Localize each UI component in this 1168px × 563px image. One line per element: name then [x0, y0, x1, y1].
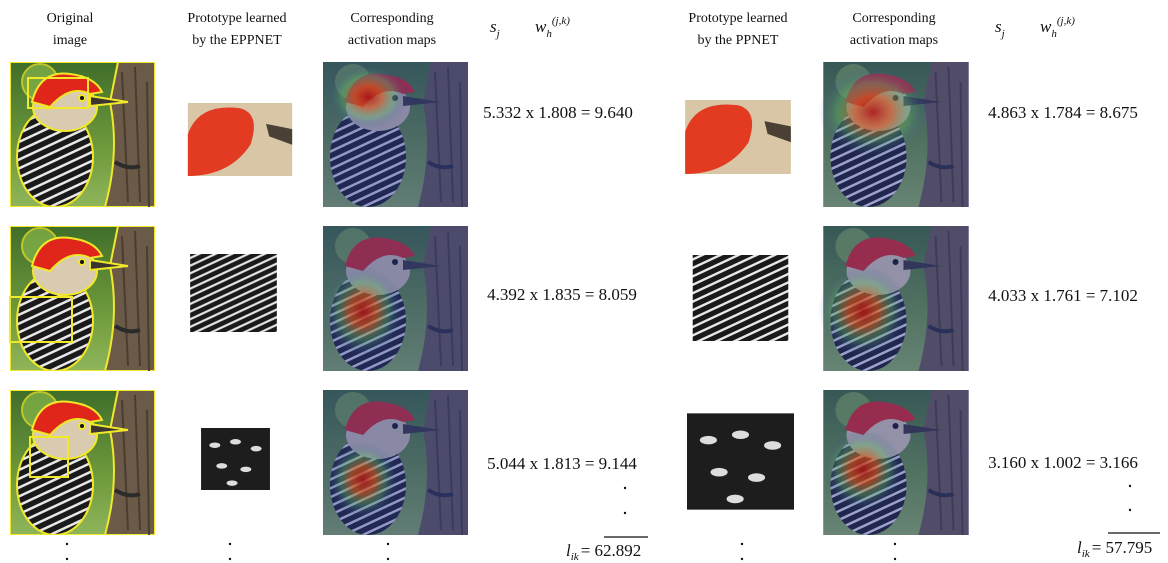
score-equation: 5.044 x 1.813 = 9.144 — [487, 454, 637, 473]
figure: Original image Prototype learned by the … — [0, 0, 1168, 563]
sup: (j,k) — [1057, 15, 1075, 27]
activation-map — [823, 390, 969, 535]
original-images — [10, 62, 155, 535]
activation-map — [323, 226, 468, 371]
value: = 62.892 — [581, 541, 642, 560]
score-equation: 4.392 x 1.835 = 8.059 — [487, 285, 637, 304]
score-equation: 4.863 x 1.784 = 8.675 — [988, 103, 1138, 122]
header-line: activation maps — [850, 33, 938, 48]
prototypes — [188, 100, 794, 510]
score-equation: 3.160 x 1.002 = 3.166 — [988, 453, 1138, 472]
sub: ik — [1082, 548, 1091, 560]
body: Original image Prototype learned by the … — [0, 0, 1168, 563]
bird-image — [10, 226, 155, 371]
bird-image — [10, 390, 155, 535]
activation-map — [818, 226, 969, 371]
prototype — [693, 255, 789, 341]
activation-map — [818, 62, 969, 207]
base: w — [535, 17, 547, 36]
headers: Original image Prototype learned by the … — [47, 11, 1076, 48]
base: w — [1040, 17, 1052, 36]
total: lik= 57.795 — [1077, 538, 1152, 560]
header-line: by the EPPNET — [192, 33, 282, 48]
header-line: image — [53, 33, 87, 48]
symbol-s: sj — [995, 17, 1005, 40]
bird-image — [10, 62, 155, 207]
header-line: Prototype learned — [688, 11, 787, 26]
header-line: Prototype learned — [187, 11, 286, 26]
value: = 57.795 — [1092, 538, 1153, 557]
prototype — [190, 254, 277, 332]
header-line: Corresponding — [350, 11, 433, 26]
activation-maps — [323, 62, 969, 535]
header-line: Original — [47, 11, 94, 26]
activation-map — [323, 390, 468, 535]
header-line: by the PPNET — [698, 33, 779, 48]
total: lik= 62.892 — [566, 541, 641, 563]
symbol-s: sj — [490, 17, 500, 40]
equations: 5.332 x 1.808 = 9.640 4.392 x 1.835 = 8.… — [483, 103, 1138, 473]
symbol-w: wh(j,k) — [535, 15, 570, 40]
activation-map — [323, 62, 468, 207]
sub: ik — [571, 551, 580, 563]
symbol-w: wh(j,k) — [1040, 15, 1075, 40]
score-equation: 4.033 x 1.761 = 7.102 — [988, 286, 1138, 305]
totals: lik= 62.892 lik= 57.795 — [566, 533, 1160, 563]
prototype — [687, 413, 794, 509]
header-line: activation maps — [348, 33, 436, 48]
sub: h — [1051, 28, 1057, 40]
prototype — [685, 100, 791, 174]
sub: h — [546, 28, 552, 40]
sup: (j,k) — [552, 15, 570, 27]
page: {"left": { "headers": [["Original", "ima… — [0, 0, 1168, 563]
header-line: Corresponding — [852, 11, 935, 26]
score-equation: 5.332 x 1.808 = 9.640 — [483, 103, 633, 122]
prototype — [188, 103, 292, 176]
prototype — [201, 428, 270, 490]
